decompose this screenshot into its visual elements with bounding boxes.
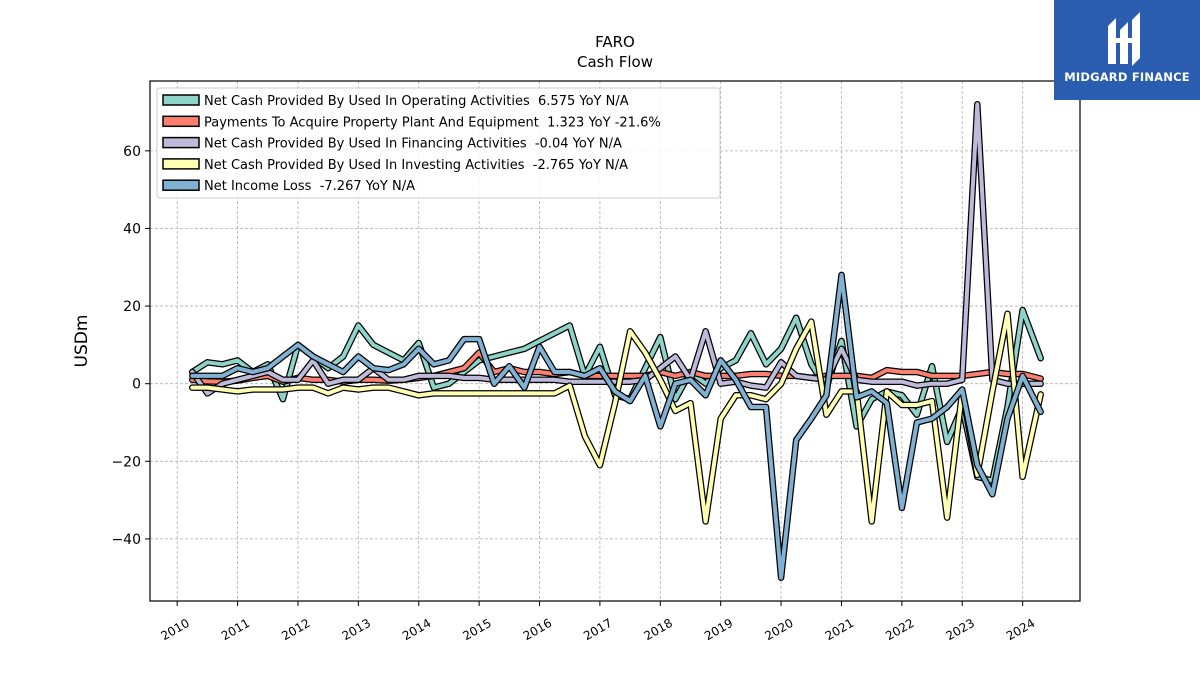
legend-swatch xyxy=(162,115,200,128)
y-tick-label: 60 xyxy=(123,144,141,160)
legend-swatch xyxy=(162,136,200,149)
x-tick-label: 2016 xyxy=(521,616,554,643)
legend-swatch xyxy=(162,158,200,170)
x-axis-ticks: 2010 2011 2012 2013 2014 2015 2016 2017 2018 2019… xyxy=(158,601,1037,643)
x-tick-label: 2018 xyxy=(642,616,675,643)
series-stroke xyxy=(190,311,1043,524)
midgard-finance-logo: MIDGARD FINANCE xyxy=(1054,0,1200,100)
x-tick-label: 2013 xyxy=(340,616,373,643)
midgard-mark-icon xyxy=(1108,12,1140,66)
series-outline xyxy=(189,310,1044,525)
legend-entry: Net Cash Provided By Used In Investing A… xyxy=(204,158,628,173)
y-tick-label: −20 xyxy=(111,454,141,470)
legend: Net Cash Provided By Used In Operating A… xyxy=(156,87,721,199)
series-line-4 xyxy=(189,310,1044,525)
y-axis-ticks: −40 −20 0 20 40 60 xyxy=(111,144,150,548)
series-line-3 xyxy=(189,101,1044,397)
chart-title: FARO xyxy=(595,33,635,51)
y-tick-label: 0 xyxy=(132,377,141,393)
y-tick-label: 20 xyxy=(123,299,141,315)
y-tick-label: 40 xyxy=(123,221,141,237)
x-tick-label: 2015 xyxy=(460,616,493,643)
series-stroke xyxy=(190,102,1043,396)
legend-entry: Payments To Acquire Property Plant And E… xyxy=(204,115,661,130)
x-tick-label: 2017 xyxy=(581,616,614,643)
x-tick-label: 2024 xyxy=(1004,616,1037,643)
x-tick-label: 2022 xyxy=(883,616,916,643)
x-tick-label: 2012 xyxy=(279,616,312,643)
x-tick-label: 2010 xyxy=(158,616,191,643)
series-layer xyxy=(189,101,1044,581)
plot-frame xyxy=(149,80,1081,602)
x-tick-label: 2011 xyxy=(219,616,252,643)
series-line-5 xyxy=(189,271,1044,581)
y-axis-label: USDm xyxy=(72,315,92,368)
y-tick-label: −40 xyxy=(111,532,141,548)
series-outline xyxy=(189,271,1044,581)
x-tick-label: 2020 xyxy=(762,616,795,643)
legend-swatch xyxy=(162,94,200,106)
x-tick-label: 2023 xyxy=(944,616,977,643)
legend-entry: Net Cash Provided By Used In Operating A… xyxy=(204,94,629,109)
legend-entry: Net Cash Provided By Used In Financing A… xyxy=(204,137,622,152)
series-stroke xyxy=(190,273,1043,580)
chart-subtitle: Cash Flow xyxy=(577,53,653,71)
legend-entry: Net Income Loss -7.267 YoY N/A xyxy=(204,179,415,194)
x-tick-label: 2021 xyxy=(823,616,856,643)
x-tick-label: 2014 xyxy=(400,616,433,643)
brand-name: MIDGARD FINANCE xyxy=(1064,70,1190,84)
legend-box xyxy=(156,87,721,199)
x-tick-label: 2019 xyxy=(702,616,735,643)
legend-swatch xyxy=(162,179,200,191)
